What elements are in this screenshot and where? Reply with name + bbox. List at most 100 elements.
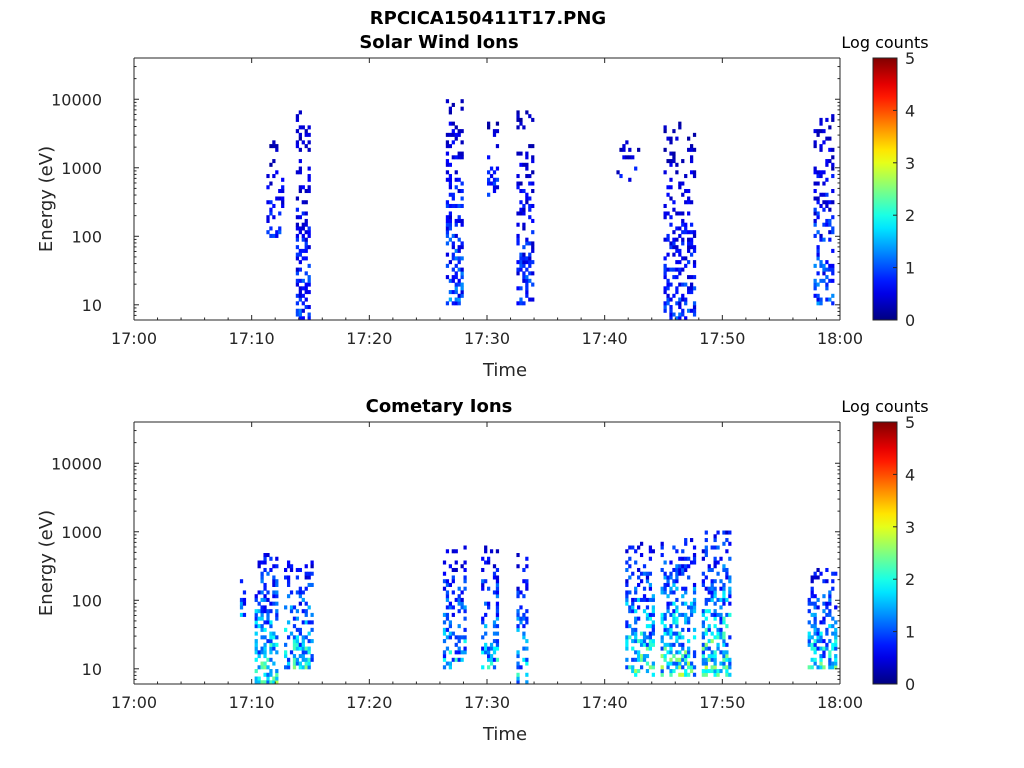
heatmap-cell (813, 211, 817, 216)
heatmap-cell (254, 620, 258, 625)
heatmap-cell (704, 642, 708, 647)
heatmap-cell (525, 579, 529, 584)
heatmap-cell (819, 129, 823, 134)
heatmap-cell (275, 147, 279, 152)
heatmap-cell (289, 650, 294, 655)
heatmap-cell (681, 282, 685, 287)
heatmap-cell (669, 624, 673, 629)
heatmap-cell (704, 646, 708, 651)
heatmap-cell (678, 301, 682, 306)
y-axis-title: Energy (eV) (36, 146, 57, 252)
heatmap-cell (442, 654, 447, 659)
heatmap-cell (487, 646, 491, 651)
heatmap-cell (663, 612, 667, 617)
heatmap-cell (301, 597, 305, 602)
heatmap-cell (448, 605, 452, 610)
heatmap-cell (669, 612, 673, 617)
heatmap-cell (525, 256, 529, 261)
heatmap-cell (831, 278, 835, 283)
colorbar-tick-label: 3 (905, 518, 915, 537)
heatmap-cell (460, 282, 464, 287)
heatmap-cell (254, 624, 258, 629)
heatmap-cell (813, 661, 817, 666)
heatmap-cell (675, 609, 679, 614)
heatmap-cell (295, 567, 300, 573)
heatmap-cell (451, 121, 455, 126)
heatmap-cell (307, 245, 311, 250)
heatmap-cell (448, 181, 452, 186)
heatmap-cell (481, 665, 485, 670)
heatmap-cell (675, 631, 679, 636)
heatmap-cell (528, 241, 532, 246)
heatmap-cell (451, 567, 455, 573)
heatmap-cell (307, 174, 311, 179)
heatmap-cell (484, 631, 488, 636)
heatmap-cell (689, 609, 694, 614)
heatmap-cell (269, 162, 273, 167)
heatmap-cell (516, 125, 520, 130)
heatmap-cell (528, 203, 532, 209)
heatmap-cell (295, 590, 300, 595)
heatmap-cell (678, 612, 682, 617)
heatmap-cell (528, 181, 532, 186)
heatmap-cell (716, 597, 720, 602)
heatmap-cell (663, 286, 667, 291)
heatmap-cell (519, 211, 523, 216)
heatmap-cell (701, 620, 705, 625)
heatmap-cell (516, 267, 520, 272)
heatmap-cell (254, 609, 258, 614)
heatmap-cell (719, 627, 723, 632)
heatmap-cell (278, 211, 282, 216)
heatmap-cell (445, 627, 450, 632)
heatmap-cell (457, 597, 461, 602)
heatmap-cell (307, 657, 311, 662)
heatmap-cell (681, 218, 685, 223)
heatmap-cell (719, 579, 723, 584)
heatmap-cell (257, 654, 261, 659)
heatmap-cell (457, 267, 461, 272)
heatmap-cell (298, 248, 302, 253)
y-tick-label: 100 (71, 227, 102, 246)
heatmap-cell (831, 642, 835, 647)
heatmap-cell (451, 590, 455, 595)
heatmap-cell (292, 654, 297, 659)
heatmap-cell (275, 612, 279, 617)
heatmap-cell (263, 620, 267, 625)
heatmap-cell (813, 642, 817, 647)
heatmap-cell (295, 575, 300, 580)
heatmap-cell (272, 642, 276, 647)
heatmap-cell (445, 301, 450, 306)
heatmap-cell (825, 136, 829, 141)
x-tick-label: 17:20 (346, 329, 392, 348)
heatmap-cell (528, 215, 532, 220)
heatmap-cell (645, 597, 650, 602)
heatmap-cell (678, 121, 682, 126)
heatmap-cell (275, 609, 279, 614)
heatmap-cell (460, 601, 464, 606)
heatmap-cell (816, 605, 820, 610)
heatmap-cell (295, 114, 300, 119)
heatmap-cell (448, 582, 452, 587)
heatmap-cell (307, 620, 311, 625)
heatmap-cell (672, 230, 676, 235)
heatmap-cell (828, 650, 832, 655)
heatmap-cell (263, 605, 267, 610)
heatmap-cell (689, 661, 694, 666)
heatmap-cell (716, 545, 720, 550)
heatmap-cell (519, 590, 523, 595)
heatmap-cell (666, 642, 670, 647)
heatmap-cell (666, 185, 670, 190)
heatmap-cell (257, 616, 261, 621)
heatmap-cell (481, 567, 485, 573)
heatmap-cell (445, 132, 450, 137)
heatmap-cell (298, 627, 302, 632)
heatmap-cell (295, 222, 300, 227)
heatmap-cell (298, 665, 302, 670)
heatmap-cell (301, 233, 305, 238)
heatmap-cell (631, 669, 635, 674)
heatmap-cell (819, 260, 823, 265)
heatmap-cell (522, 612, 526, 617)
heatmap-cells (239, 530, 838, 685)
heatmap-cell (448, 185, 452, 190)
heatmap-cell (704, 672, 708, 677)
